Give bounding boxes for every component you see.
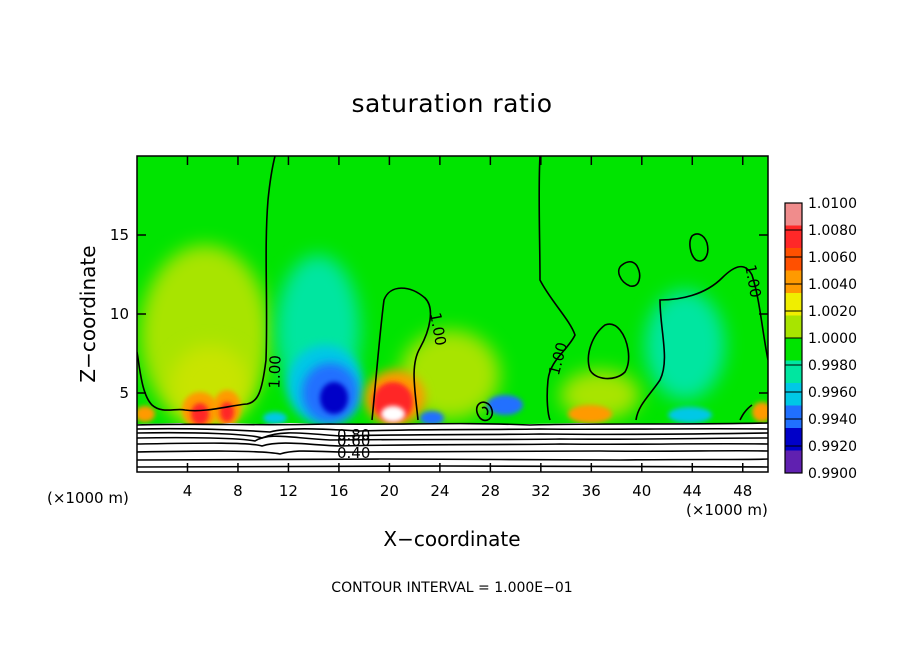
x-axis-label: X−coordinate: [383, 527, 520, 551]
x-tick-label: 48: [733, 482, 752, 500]
contour-1.00-e: [739, 404, 753, 421]
y-tick-label: 15: [110, 226, 129, 244]
y-tick-label: 5: [119, 384, 129, 402]
anomaly-yellowgreen-center: [400, 330, 500, 420]
contour-1.00-d: [635, 265, 768, 421]
contour-level-1: [137, 422, 768, 426]
contour-label: 0.80: [337, 426, 370, 444]
contour-plume-28-inner: [481, 406, 489, 416]
x-tick-label: 28: [481, 482, 500, 500]
colorbar-tick-label: 0.9900: [808, 466, 857, 482]
colorbar-swatch: [785, 450, 802, 474]
colorbar-tick-label: 1.0040: [808, 277, 857, 293]
contour-label: 1.00: [741, 263, 765, 299]
colorbar-swatch: [785, 293, 802, 316]
colorbar-swatch: [785, 203, 802, 226]
anomaly-blue-24: [420, 411, 444, 425]
contour-island-b: [618, 260, 641, 287]
contour-1.00-b: [371, 287, 432, 421]
colorbar-tick-label: 1.0100: [808, 196, 857, 212]
colorbar-swatch: [785, 360, 802, 384]
chart-title: saturation ratio: [351, 89, 552, 118]
colorbar-tick-label: 1.0080: [808, 223, 857, 239]
colorbar-tick-label: 0.9960: [808, 385, 857, 401]
contour-level-6: [137, 449, 768, 455]
y-tick-label: 10: [110, 305, 129, 323]
anomaly-red-7: [220, 402, 234, 422]
anomaly-blue-12: [263, 412, 287, 424]
anomaly-cyan-44: [668, 407, 712, 423]
contour-level-2: [137, 427, 768, 433]
anomaly-red-5: [191, 403, 209, 425]
x-tick-label: 20: [380, 482, 399, 500]
colorbar-swatch: [785, 338, 802, 361]
colorbar-swatch: [785, 248, 802, 271]
y-axis-ticks: 5 10 15: [110, 226, 768, 402]
colorbar-tick-label: 1.0020: [808, 304, 857, 320]
x-tick-label: 40: [632, 482, 651, 500]
x-unit-left: (×1000 m): [47, 489, 129, 507]
contour-level-3: [137, 431, 768, 439]
contour-level-7: [137, 458, 768, 461]
anomaly-blue-29: [487, 395, 523, 415]
x-tick-label: 16: [329, 482, 348, 500]
colorbar-tick-label: 1.0000: [808, 331, 857, 347]
anomaly-white-20: [381, 406, 405, 422]
x-tick-label: 12: [279, 482, 298, 500]
colorbar-swatch: [785, 428, 802, 451]
contour-plume-28: [475, 401, 494, 422]
contour-label: 1.00: [265, 355, 284, 389]
colorbar-swatch: [785, 315, 802, 339]
x-tick-label: 24: [430, 482, 449, 500]
contour-1.00-a: [137, 156, 276, 412]
anomaly-orange-49: [752, 402, 768, 422]
anomaly-cyan-right: [645, 290, 725, 400]
contour-island-c: [689, 233, 709, 262]
x-tick-label: 32: [531, 482, 550, 500]
colorbar-swatch: [785, 383, 802, 406]
colorbar-tick-label: 0.9980: [808, 358, 857, 374]
colorbar-tick-label: 0.9940: [808, 412, 857, 428]
plot-field: 1.00 1.00 1.00 1.00 0.80 0.60 0.40: [137, 156, 768, 472]
contour-level-5: [137, 442, 768, 447]
contour-label: 0.60: [337, 432, 370, 450]
colorbar-tick-label: 0.9920: [808, 439, 857, 455]
contour-level-4: [137, 435, 768, 442]
x-unit-right: (×1000 m): [686, 501, 768, 519]
x-tick-label: 44: [683, 482, 702, 500]
colorbar-swatch: [785, 405, 802, 429]
x-tick-label: 4: [183, 482, 193, 500]
x-tick-label: 8: [233, 482, 243, 500]
colorbar-tick-label: 1.0060: [808, 250, 857, 266]
anomaly-orange-0: [137, 406, 155, 422]
contour-1.00-c: [538, 156, 576, 421]
x-axis-ticks: 4 8 12 16 20 24 28 32 36 40 44 48: [183, 156, 752, 500]
contour-lines: [137, 156, 768, 468]
contour-label: 1.00: [426, 311, 450, 347]
colorbar-swatch: [785, 270, 802, 294]
colorbar-swatch: [785, 225, 802, 249]
contour-label: 0.40: [337, 444, 370, 462]
contour-island-a: [587, 323, 630, 380]
colorbar: 1.0100 1.0080 1.0060 1.0040 1.0020 1.0000 0.99…: [784, 196, 857, 482]
x-tick-label: 36: [582, 482, 601, 500]
y-axis-label: Z−coordinate: [76, 245, 100, 382]
anomaly-darkblue: [320, 382, 348, 414]
contour-interval-note: CONTOUR INTERVAL = 1.000E−01: [331, 580, 572, 596]
anomaly-orange-35: [568, 405, 612, 423]
